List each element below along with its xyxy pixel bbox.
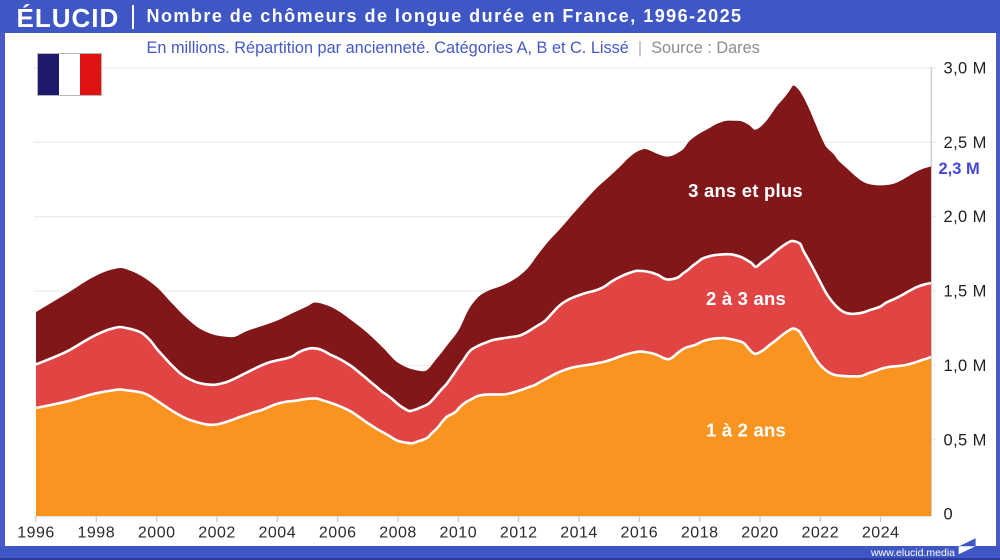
svg-text:2006: 2006 — [319, 524, 357, 541]
svg-text:2024: 2024 — [862, 524, 900, 541]
svg-text:2018: 2018 — [681, 524, 719, 541]
svg-text:2 à 3 ans: 2 à 3 ans — [706, 288, 786, 309]
svg-text:0: 0 — [944, 505, 954, 523]
svg-text:1,5 M: 1,5 M — [944, 283, 987, 301]
svg-text:2022: 2022 — [802, 524, 840, 541]
svg-text:2014: 2014 — [560, 524, 598, 541]
svg-text:1 à 2 ans: 1 à 2 ans — [706, 419, 786, 440]
svg-text:2,3 M: 2,3 M — [939, 160, 980, 178]
svg-text:3 ans et plus: 3 ans et plus — [688, 180, 803, 201]
svg-text:2020: 2020 — [741, 524, 779, 541]
svg-text:2,0 M: 2,0 M — [944, 208, 987, 226]
svg-text:2,5 M: 2,5 M — [944, 134, 987, 152]
svg-text:1,0 M: 1,0 M — [944, 357, 987, 375]
svg-text:2008: 2008 — [379, 524, 417, 541]
svg-text:2012: 2012 — [500, 524, 538, 541]
svg-text:1996: 1996 — [17, 524, 55, 541]
svg-text:2010: 2010 — [440, 524, 478, 541]
svg-text:2002: 2002 — [198, 524, 236, 541]
svg-text:0,5 M: 0,5 M — [944, 431, 987, 449]
svg-text:2004: 2004 — [259, 524, 297, 541]
svg-text:2016: 2016 — [621, 524, 659, 541]
svg-text:3,0 M: 3,0 M — [944, 59, 987, 77]
svg-text:1998: 1998 — [78, 524, 116, 541]
svg-text:2000: 2000 — [138, 524, 176, 541]
